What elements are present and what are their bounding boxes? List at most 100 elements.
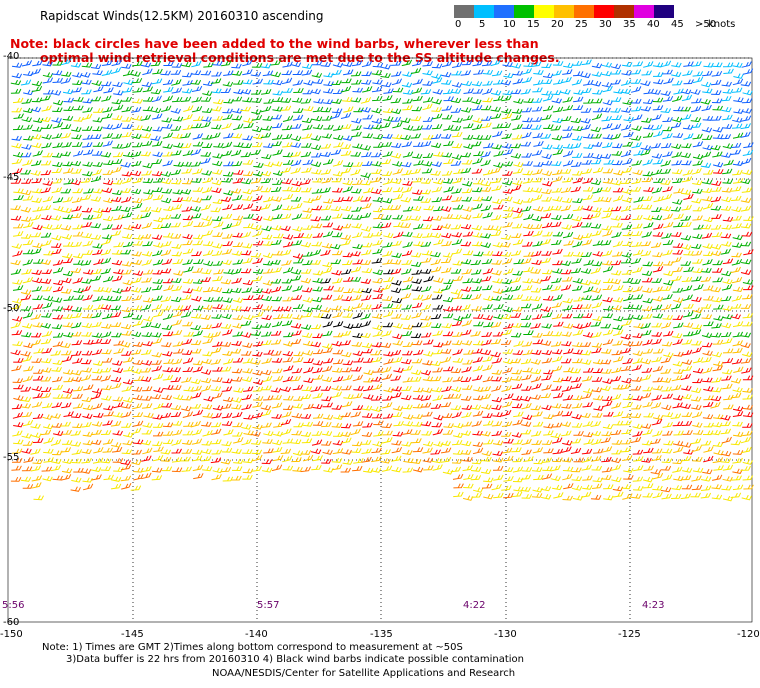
wind-barb — [440, 223, 451, 229]
wind-barb — [441, 206, 452, 212]
wind-barb — [52, 394, 64, 399]
wind-barb — [321, 115, 333, 121]
wind-barb — [233, 437, 244, 444]
wind-barb — [670, 413, 682, 419]
wind-barb — [570, 267, 582, 274]
wind-barb — [491, 70, 503, 77]
wind-barb — [443, 124, 454, 131]
wind-barb — [350, 71, 362, 77]
wind-barb — [322, 230, 334, 238]
wind-barb — [360, 145, 371, 151]
wind-barb — [31, 358, 42, 363]
wind-barb — [161, 394, 173, 401]
wind-barb — [170, 233, 182, 239]
wind-barb — [52, 475, 63, 481]
wind-barb — [541, 440, 553, 446]
wind-barb — [361, 294, 372, 301]
wind-barb — [692, 206, 704, 212]
wind-barb — [731, 195, 742, 201]
wind-barb — [251, 62, 263, 68]
wind-barb — [61, 393, 73, 399]
wind-barb — [480, 349, 492, 356]
wind-barb — [141, 360, 153, 366]
wind-barb — [371, 258, 383, 264]
wind-barb — [31, 277, 43, 284]
wind-barb — [492, 198, 503, 205]
wind-barb — [11, 142, 22, 149]
wind-barb — [641, 70, 652, 76]
wind-barb — [60, 151, 71, 157]
wind-barb — [290, 151, 301, 158]
wind-barb — [331, 385, 342, 391]
wind-barb — [740, 241, 752, 247]
wind-barb — [112, 360, 123, 366]
wind-barb — [102, 295, 113, 301]
wind-barb — [243, 213, 254, 219]
wind-barb — [212, 160, 223, 167]
wind-barb — [521, 374, 532, 381]
wind-barb — [310, 324, 322, 330]
wind-barb — [31, 188, 43, 194]
wind-barb — [691, 346, 702, 354]
wind-barb — [471, 492, 482, 498]
wind-barb — [342, 401, 353, 408]
wind-barb — [350, 428, 361, 436]
wind-barb — [340, 144, 352, 149]
wind-barb — [330, 149, 342, 156]
wind-barb — [590, 159, 602, 165]
wind-barb — [671, 151, 682, 158]
wind-barb — [330, 206, 342, 212]
wind-barb — [271, 413, 282, 419]
wind-barb — [591, 230, 602, 237]
wind-barb — [411, 252, 422, 258]
wind-barb — [631, 493, 642, 499]
wind-barb — [252, 195, 263, 202]
wind-barb — [552, 149, 564, 156]
wind-barb — [321, 267, 333, 274]
wind-barb — [530, 405, 542, 411]
wind-barb — [410, 429, 421, 435]
wind-barb — [340, 239, 352, 246]
wind-barb — [493, 162, 504, 168]
wind-barb — [612, 194, 624, 202]
wind-barb — [140, 133, 152, 139]
wind-barb — [340, 412, 351, 418]
wind-barb — [521, 341, 533, 347]
wind-barb — [650, 469, 662, 475]
wind-barb — [73, 260, 84, 265]
wind-barb — [521, 493, 533, 499]
wind-barb — [492, 123, 503, 129]
wind-barb — [603, 495, 614, 501]
wind-barb — [111, 158, 123, 164]
wind-barb — [652, 62, 664, 68]
lon-label-135: -135 — [370, 629, 393, 640]
wind-barb — [163, 284, 174, 292]
wind-barb — [120, 286, 132, 292]
wind-barb — [663, 440, 674, 446]
wind-barb — [621, 412, 633, 419]
wind-barb — [692, 368, 704, 374]
wind-barb — [83, 269, 94, 275]
wind-barb — [302, 421, 314, 427]
wind-barb — [630, 78, 642, 84]
wind-barb — [300, 449, 312, 455]
wind-barb — [340, 150, 352, 156]
wind-barb — [151, 332, 162, 338]
wind-barb — [391, 78, 403, 86]
wind-barb — [103, 87, 114, 94]
wind-barb — [142, 162, 153, 169]
legend-label: 0 — [455, 19, 462, 30]
wind-barb — [301, 117, 313, 124]
wind-barb — [352, 392, 363, 399]
wind-barb — [383, 310, 394, 318]
wind-barb — [90, 96, 102, 102]
wind-barb — [111, 446, 123, 453]
wind-barb — [610, 123, 622, 131]
wind-barb — [213, 221, 224, 229]
wind-barb — [742, 149, 754, 156]
wind-barb — [542, 105, 554, 112]
pass-time-3: 4:22 — [463, 600, 486, 611]
wind-barb — [443, 279, 454, 285]
wind-barb — [181, 466, 192, 472]
wind-barb — [390, 108, 402, 115]
